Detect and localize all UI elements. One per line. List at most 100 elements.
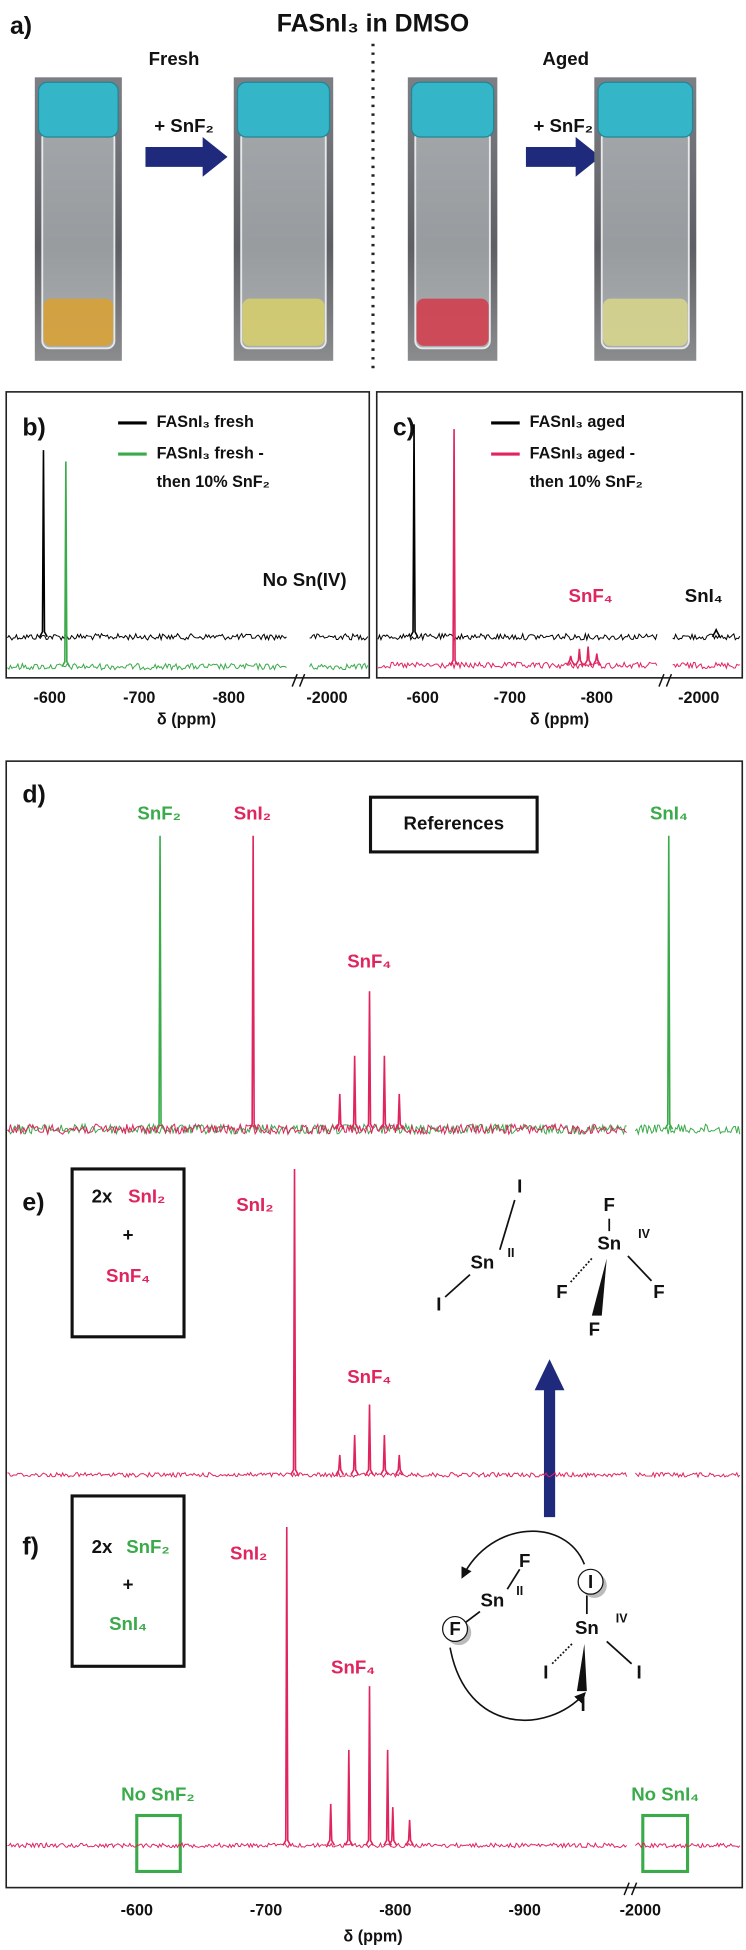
x-axis-title: δ (ppm) [157, 710, 216, 728]
box-text: 2x [92, 1536, 113, 1557]
vial-cap [597, 81, 694, 138]
axis-break [623, 1882, 630, 1896]
panel-frame [5, 760, 744, 1889]
x-tick-label: -2000 [620, 1901, 661, 1919]
annotation: SnF₄ [347, 1366, 391, 1387]
x-tick-label: -800 [581, 689, 613, 707]
x-tick-label: -600 [407, 689, 439, 707]
curved-arrow [449, 1647, 586, 1722]
panel-label: f) [22, 1533, 39, 1561]
axis-break [665, 673, 673, 687]
bond [606, 1640, 633, 1665]
atom: F [653, 1281, 664, 1302]
atom: I [543, 1662, 548, 1683]
curved-arrow [461, 1530, 586, 1579]
box-text: + [123, 1224, 134, 1245]
annotation: No Sn(IV) [263, 569, 347, 590]
panel-label: a) [10, 12, 32, 40]
panel-label: b) [22, 414, 45, 442]
x-axis-title: δ (ppm) [343, 1928, 402, 1946]
box [70, 1494, 186, 1668]
peak [335, 1093, 345, 1130]
peak [566, 655, 576, 666]
peak [583, 646, 593, 666]
peak [365, 991, 374, 1130]
peak [365, 1686, 374, 1846]
annotation: SnF₄ [331, 1657, 375, 1678]
panel-label: d) [22, 781, 45, 809]
peak [449, 429, 459, 666]
atom: F [519, 1550, 530, 1571]
x-tick-label: -700 [250, 1901, 282, 1919]
peak [409, 424, 419, 638]
x-tick-label: -900 [509, 1901, 541, 1919]
annotation: SnI₄ [685, 585, 723, 606]
legend-label: FASnI₃ fresh [157, 413, 254, 431]
atom: I [436, 1294, 441, 1315]
box [368, 795, 539, 854]
vial-cap [37, 81, 119, 138]
peak [379, 1435, 389, 1476]
atom: I [636, 1662, 641, 1683]
arrow-head [534, 1359, 565, 1391]
arrow [525, 136, 601, 177]
atom: I [517, 1176, 522, 1197]
baseline-noise [672, 632, 741, 642]
baseline-noise [7, 1122, 627, 1136]
peak [711, 627, 721, 638]
atom: F [589, 1319, 600, 1340]
baseline-noise [309, 662, 369, 671]
arrow-label: + SnF₂ [533, 115, 593, 136]
x-tick-label: -600 [34, 689, 66, 707]
annotation: SnF₄ [347, 950, 391, 971]
box-label: References [404, 812, 505, 833]
box-text: + [123, 1573, 134, 1594]
box-text: SnI₄ [109, 1613, 147, 1634]
annotation: SnI₄ [650, 803, 688, 824]
baseline-noise [7, 1122, 627, 1136]
vial-liquid [416, 298, 489, 346]
x-tick-label: -800 [379, 1901, 411, 1919]
baseline-noise [7, 662, 287, 672]
annotation: No SnI₄ [631, 1784, 699, 1805]
panel-title: FASnI₃ in DMSO [277, 10, 469, 38]
baseline-noise [309, 632, 369, 641]
peak [335, 1454, 345, 1476]
peak [394, 1093, 404, 1130]
atom: F [556, 1281, 567, 1302]
atom: I [581, 1694, 586, 1715]
highlight-box [135, 1813, 182, 1873]
peak [394, 1454, 404, 1476]
atom: Sn [575, 1617, 599, 1638]
x-tick-label: -700 [123, 689, 155, 707]
baseline-noise [635, 1842, 741, 1849]
oxidation-state: II [516, 1584, 523, 1598]
bond [444, 1273, 471, 1298]
x-tick-label: -600 [121, 1901, 153, 1919]
peak [344, 1749, 354, 1846]
vial-liquid [242, 298, 325, 346]
peak [350, 1055, 360, 1130]
baseline-noise [7, 1471, 628, 1479]
box-text: SnF₂ [126, 1536, 169, 1557]
peak [574, 648, 584, 666]
oxidation-state: IV [616, 1611, 628, 1625]
peak [290, 1168, 299, 1476]
vial-cap [236, 81, 331, 138]
baseline-noise [7, 632, 287, 642]
axis-break [291, 673, 298, 687]
atom: Sn [470, 1251, 494, 1272]
axis-break [658, 673, 665, 687]
bond [506, 1568, 521, 1590]
peak [405, 1819, 415, 1846]
annotation: SnI₂ [236, 1194, 273, 1215]
oxidation-state: II [508, 1246, 515, 1260]
panel-label: c) [393, 414, 415, 442]
panel-frame [5, 391, 371, 679]
bond [568, 1257, 593, 1284]
x-tick-label: -2000 [678, 689, 719, 707]
box-text: 2x [92, 1185, 113, 1206]
baseline-noise [377, 631, 658, 642]
peak [282, 1527, 292, 1846]
